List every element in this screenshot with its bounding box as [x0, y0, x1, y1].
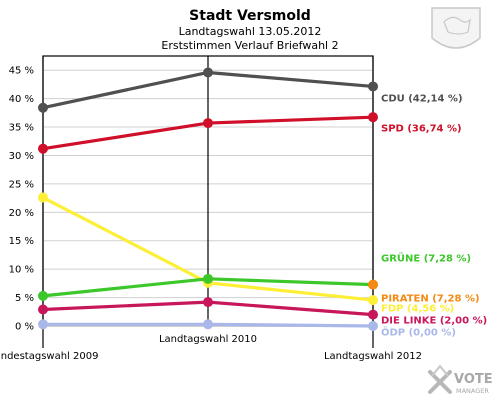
- data-point: [368, 279, 378, 290]
- data-point: [368, 321, 378, 331]
- data-point: [203, 297, 213, 308]
- series-end-label: CDU (42,14 %): [381, 94, 463, 105]
- data-point: [38, 192, 48, 203]
- y-tick-label: 25 %: [9, 179, 34, 190]
- logo-text-manager: MANAGER: [456, 387, 489, 395]
- data-point: [368, 112, 378, 123]
- y-tick-label: 20 %: [9, 208, 34, 219]
- chart-subtitle-1: Landtagswahl 13.05.2012: [179, 25, 322, 38]
- x-tick-label: Bundestagswahl 2009: [0, 351, 98, 362]
- grid-lines: [42, 55, 374, 348]
- data-point: [38, 290, 48, 301]
- x-tick-label: Landtagswahl 2010: [159, 334, 257, 345]
- data-point: [368, 81, 378, 92]
- data-point: [368, 295, 378, 306]
- data-point: [203, 118, 213, 129]
- series-labels: CDU (42,14 %) SPD (36,74 %) FDP (4,56 %) GR…: [381, 94, 487, 339]
- data-point: [38, 319, 48, 330]
- series-layer: [38, 67, 378, 331]
- series-end-label: PIRATEN (7,28 %): [381, 294, 480, 305]
- logo-text-vote: VOTE: [454, 372, 493, 387]
- series-end-label: DIE LINKE (2,00 %): [381, 316, 487, 327]
- data-point: [203, 319, 213, 330]
- y-tick-label: 40 %: [9, 94, 34, 105]
- y-tick-label: 0 %: [15, 322, 34, 333]
- y-tick-label: 45 %: [9, 66, 34, 77]
- y-tick-label: 35 %: [9, 123, 34, 134]
- series-end-label: FDP (4,56 %): [381, 304, 454, 315]
- y-tick-label: 10 %: [9, 265, 34, 276]
- data-point: [368, 309, 378, 320]
- chart-title: Stadt Versmold: [189, 8, 311, 24]
- y-tick-label: 30 %: [9, 151, 34, 162]
- chart-subtitle-2: Erststimmen Verlauf Briefwahl 2: [161, 39, 338, 52]
- x-axis-ticks: Bundestagswahl 2009 Landtagswahl 2010 Land…: [0, 334, 422, 362]
- y-tick-label: 15 %: [9, 236, 34, 247]
- vote-manager-logo: VOTE MANAGER: [428, 364, 493, 395]
- data-point: [203, 67, 213, 78]
- series-end-label: SPD (36,74 %): [381, 124, 462, 135]
- y-axis-ticks: 0 % 5 % 10 % 15 % 20 % 25 % 30 % 35 % 40 % 45 %: [9, 66, 34, 333]
- x-tick-label: Landtagswahl 2012: [324, 351, 422, 362]
- data-point: [203, 273, 213, 284]
- data-point: [38, 304, 48, 315]
- y-tick-label: 5 %: [15, 293, 34, 304]
- data-point: [38, 143, 48, 154]
- series-end-label: GRÜNE (7,28 %): [381, 251, 471, 265]
- series-end-label: ÖDP (0,00 %): [381, 325, 456, 339]
- data-point: [38, 102, 48, 113]
- crest-icon: [431, 7, 481, 49]
